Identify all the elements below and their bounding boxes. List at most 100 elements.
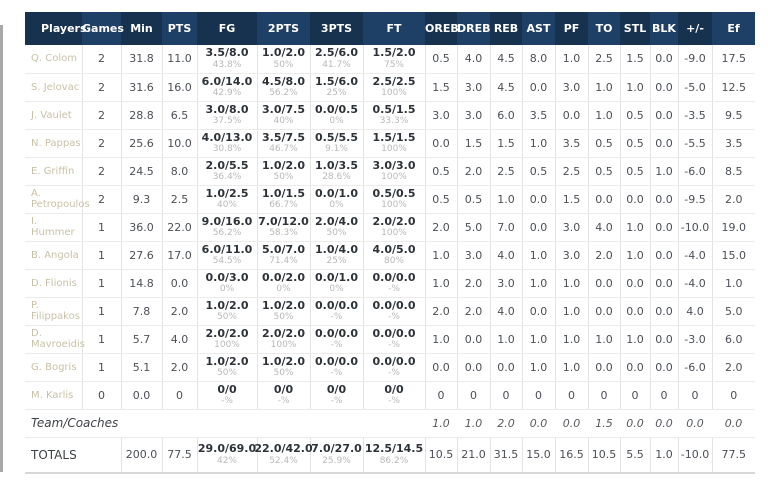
shot-stat-cell: 22.0/42.0 52.4% bbox=[254, 437, 313, 473]
player-name-link[interactable]: N. Pappas bbox=[25, 129, 83, 158]
dreb-cell: 0.5 bbox=[457, 185, 491, 214]
player-name-link[interactable]: D. Mavroeidis bbox=[25, 325, 85, 354]
team-coaches-label: Team/Coaches bbox=[25, 409, 425, 438]
column-header-3pts: 3PTS bbox=[310, 12, 363, 45]
reb-total-cell: 31.5 bbox=[490, 437, 523, 473]
to-cell: 0.0 bbox=[588, 297, 621, 326]
player-name-link[interactable]: B. Angola bbox=[25, 241, 83, 270]
made-attempted: 1.5/6.0 bbox=[315, 74, 358, 88]
games-cell: 2 bbox=[82, 101, 122, 130]
blk-cell: 0.0 bbox=[650, 409, 678, 438]
shot-stat-cell: 0.0/0.0 -% bbox=[363, 353, 426, 382]
pf-cell: 2.5 bbox=[555, 157, 589, 186]
shot-stat-cell: 0.5/5.5 9.1% bbox=[310, 129, 364, 158]
pf-cell: 1.5 bbox=[555, 185, 589, 214]
player-name-link[interactable]: J. Vaulet bbox=[25, 101, 83, 130]
table-row: D. Mavroeidis 1 5.7 4.0 2.0/2.0 100% 2.0/2.0 10… bbox=[25, 325, 755, 354]
to-total-cell: 10.5 bbox=[588, 437, 621, 473]
shot-percentage: 50% bbox=[273, 59, 294, 70]
minutes-cell: 31.6 bbox=[121, 73, 163, 102]
player-name-link[interactable]: Q. Colom bbox=[25, 45, 83, 74]
reb-cell: 7.0 bbox=[490, 213, 523, 242]
shot-stat-cell: 29.0/69.0 42% bbox=[197, 437, 258, 473]
page-edge-line bbox=[0, 25, 3, 472]
points-cell: 0 bbox=[162, 381, 198, 410]
pf-cell: 3.0 bbox=[555, 241, 589, 270]
made-attempted: 1.0/2.0 bbox=[262, 158, 305, 172]
minutes-total-cell: 200.0 bbox=[121, 437, 163, 473]
made-attempted: 7.0/12.0 bbox=[258, 214, 309, 228]
header-row: Players Games Min PTS FG 2PTS 3PTS FT OREB DREB RE… bbox=[25, 12, 755, 45]
player-name-link[interactable]: G. Bogris bbox=[25, 353, 83, 382]
shot-percentage: 30.8% bbox=[212, 144, 242, 155]
plusminus-cell: -9.0 bbox=[678, 45, 713, 74]
shot-percentage: -% bbox=[388, 340, 400, 351]
pf-cell: 1.0 bbox=[555, 297, 589, 326]
column-header-stl: STL bbox=[620, 12, 650, 45]
shot-stat-cell: 12.5/14.5 86.2% bbox=[363, 437, 426, 473]
shot-percentage: 25% bbox=[326, 256, 347, 267]
made-attempted: 0.5/5.5 bbox=[315, 130, 358, 144]
table-row: S. Jelovac 2 31.6 16.0 6.0/14.0 42.9% 4.5/8.0 5… bbox=[25, 73, 755, 102]
shot-stat-cell: 3.0/3.0 100% bbox=[363, 157, 426, 186]
pf-cell: 1.0 bbox=[555, 353, 589, 382]
player-name-link[interactable]: I. Hummer bbox=[25, 213, 83, 242]
player-name-link[interactable]: A. Petropoulos bbox=[25, 185, 90, 214]
shot-percentage: 50% bbox=[326, 228, 347, 239]
column-header-dreb: DREB bbox=[457, 12, 491, 45]
reb-cell: 1.0 bbox=[490, 325, 523, 354]
dreb-cell: 2.0 bbox=[457, 269, 491, 298]
dreb-cell: 0.0 bbox=[457, 353, 491, 382]
shot-stat-cell: 3.5/8.0 43.8% bbox=[197, 45, 258, 74]
made-attempted: 2.0/2.0 bbox=[205, 326, 249, 340]
shot-percentage: 40% bbox=[273, 116, 294, 127]
made-attempted: 7.0/27.0 bbox=[311, 442, 362, 456]
player-name-link[interactable]: E. Griffin bbox=[25, 157, 83, 186]
shot-stat-cell: 2.0/5.5 36.4% bbox=[197, 157, 258, 186]
shot-percentage: 100% bbox=[214, 340, 240, 351]
oreb-cell: 0.0 bbox=[425, 353, 458, 382]
blk-cell: 1.0 bbox=[650, 157, 679, 186]
player-name-link[interactable]: D. Flionis bbox=[25, 269, 83, 298]
dreb-total-cell: 21.0 bbox=[457, 437, 491, 473]
shot-stat-cell: 1.5/1.5 100% bbox=[363, 129, 426, 158]
player-name-link[interactable]: P. Filippakos bbox=[25, 297, 83, 326]
made-attempted: 1.0/2.0 bbox=[262, 298, 305, 312]
shot-percentage: 0% bbox=[219, 284, 235, 295]
player-name-link[interactable]: S. Jelovac bbox=[25, 73, 83, 102]
column-header-players: Players bbox=[25, 12, 87, 45]
games-cell: 2 bbox=[82, 157, 122, 186]
made-attempted: 0.0/0.0 bbox=[315, 326, 358, 340]
minutes-cell: 31.8 bbox=[121, 45, 163, 74]
oreb-cell: 1.5 bbox=[425, 73, 458, 102]
made-attempted: 3.0/3.0 bbox=[372, 158, 416, 172]
ast-cell: 0.0 bbox=[522, 73, 556, 102]
shot-stat-cell: 0.0/0.5 0% bbox=[310, 101, 364, 130]
reb-cell: 4.0 bbox=[490, 297, 523, 326]
player-name-link[interactable]: M. Karlis bbox=[25, 381, 83, 410]
shot-percentage: 41.7% bbox=[322, 59, 351, 70]
made-attempted: 22.0/42.0 bbox=[254, 442, 313, 456]
ef-cell: 12.5 bbox=[712, 73, 755, 102]
shot-stat-cell: 4.0/5.0 80% bbox=[363, 241, 426, 270]
stl-cell: 1.0 bbox=[620, 325, 651, 354]
shot-stat-cell: 0.5/1.5 33.3% bbox=[363, 101, 426, 130]
made-attempted: 2.5/2.5 bbox=[372, 74, 416, 88]
column-header-oreb: OREB bbox=[425, 12, 459, 45]
shot-stat-cell: 2.0/4.0 50% bbox=[310, 213, 364, 242]
table-row: D. Flionis 1 14.8 0.0 0.0/3.0 0% 0.0/2.0 0% 0.0/… bbox=[25, 269, 755, 298]
shot-stat-cell: 0.0/0.0 -% bbox=[363, 269, 426, 298]
to-cell: 1.0 bbox=[588, 101, 621, 130]
stl-cell: 1.0 bbox=[620, 241, 651, 270]
plusminus-cell: -4.0 bbox=[678, 241, 713, 270]
points-cell: 4.0 bbox=[162, 325, 198, 354]
minutes-cell: 5.7 bbox=[121, 325, 163, 354]
minutes-cell: 24.5 bbox=[121, 157, 163, 186]
dreb-cell: 0.0 bbox=[457, 325, 491, 354]
made-attempted: 2.0/5.5 bbox=[205, 158, 249, 172]
shot-percentage: 33.3% bbox=[379, 116, 409, 127]
made-attempted: 1.0/1.5 bbox=[262, 186, 305, 200]
shot-percentage: -% bbox=[388, 284, 400, 295]
made-attempted: 1.0/2.0 bbox=[205, 354, 249, 368]
reb-cell: 0.0 bbox=[490, 353, 523, 382]
